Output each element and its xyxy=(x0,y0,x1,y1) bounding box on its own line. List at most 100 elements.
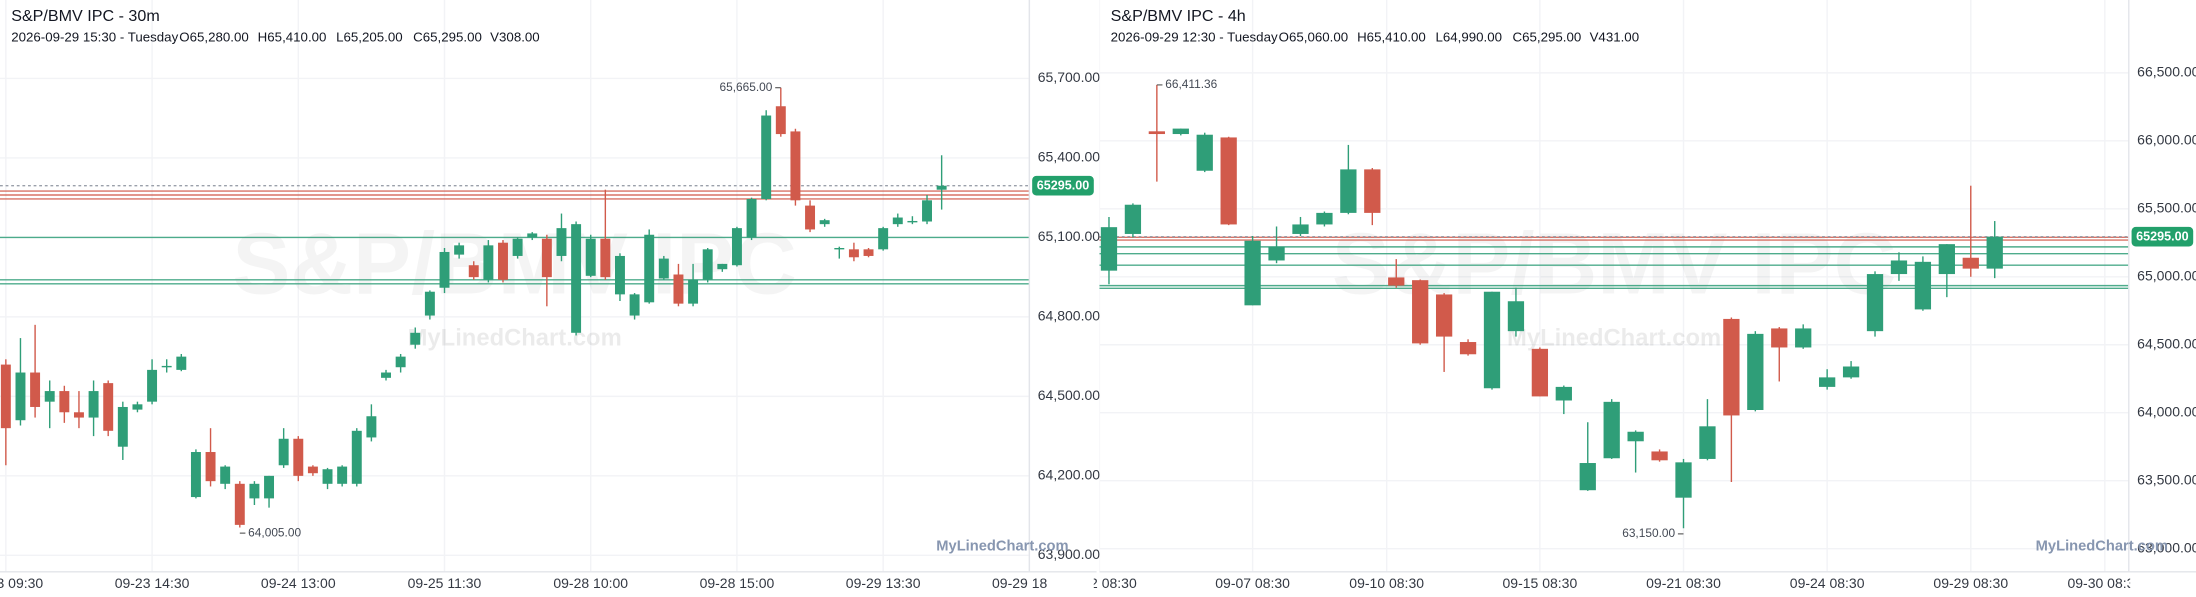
candle-body xyxy=(1890,260,1908,275)
candle-body xyxy=(1507,301,1525,332)
candle-body xyxy=(775,106,786,135)
candle-body xyxy=(761,115,772,199)
ohlc-info: O65,280.00 xyxy=(179,29,248,44)
candle-body xyxy=(1124,204,1142,234)
candle-body xyxy=(1316,212,1333,225)
ohlc-info: H65,410.00 xyxy=(258,29,327,44)
candle-body xyxy=(834,247,845,250)
ohlc-info: C65,295.00 xyxy=(413,29,482,44)
candle-body xyxy=(1675,462,1692,498)
candle-body xyxy=(1483,291,1501,389)
candle-body xyxy=(848,249,859,258)
candle-body xyxy=(44,391,55,402)
candle-body xyxy=(205,452,216,482)
x-axis: 09-23 09:30 09-23 14:30 09-24 13:00 09-25 1… xyxy=(0,575,1048,591)
candle-body xyxy=(1172,128,1189,135)
candle-body xyxy=(30,372,41,407)
candle-body xyxy=(644,234,655,303)
candle-body xyxy=(746,198,757,238)
candle-body xyxy=(1555,386,1572,401)
chart-title: S&P/BMV IPC - 4h xyxy=(1111,7,1246,25)
x-tick-label: 09-29 13:30 xyxy=(846,575,921,591)
ohlc-info: C65,295.00 xyxy=(1513,29,1582,44)
x-tick-label: 09-28 10:00 xyxy=(553,575,628,591)
y-tick-label: 63,900.00 xyxy=(1038,546,1100,562)
candle-body xyxy=(1268,246,1285,261)
candle-body xyxy=(936,185,947,190)
candle-body xyxy=(483,245,494,280)
candle-body xyxy=(424,291,435,316)
x-tick-label: 09-25 11:30 xyxy=(408,575,482,591)
candle-body xyxy=(1771,328,1788,348)
watermark-site: MyLinedChart.com xyxy=(2036,538,2168,554)
last-price-badge xyxy=(1032,175,1094,196)
candle-body xyxy=(264,475,275,499)
candle-body xyxy=(307,466,318,474)
candle-body xyxy=(790,131,801,201)
candle-body xyxy=(1220,137,1237,225)
candle-body xyxy=(512,238,523,256)
candle-body xyxy=(1196,134,1213,171)
candle-body xyxy=(541,238,552,278)
candle-body xyxy=(585,238,596,276)
candle-body xyxy=(190,452,201,498)
candle-body xyxy=(1914,261,1932,310)
candle-body xyxy=(819,220,830,225)
candle-body xyxy=(805,205,816,230)
candle-body xyxy=(234,483,245,525)
candle-body xyxy=(381,372,391,378)
x-axis: 09-02 08:30 09-07 08:30 09-10 08:30 09-15 0… xyxy=(1062,575,2142,591)
ohlc-info: L65,205.00 xyxy=(336,29,403,44)
candle-body xyxy=(1962,257,1979,269)
candle-body xyxy=(629,294,640,316)
candle-body xyxy=(717,263,728,270)
candle-body xyxy=(278,438,289,466)
candle-body xyxy=(600,238,611,278)
ohlc-info: V308.00 xyxy=(490,29,540,44)
y-tick-label: 65,500.00 xyxy=(2137,200,2196,216)
candle-body xyxy=(293,438,304,476)
candle-body xyxy=(1699,426,1716,459)
annotation-label: 64,005.00 xyxy=(248,525,301,539)
candle-body xyxy=(1651,451,1668,461)
candle-body xyxy=(688,279,699,304)
x-tick-label: 09-02 08:30 xyxy=(1062,575,1137,591)
candle-body xyxy=(1819,377,1836,387)
candle-body xyxy=(117,406,128,447)
candle-body xyxy=(498,242,508,280)
ohlc-info: O65,060.00 xyxy=(1279,29,1348,44)
watermark-site: MyLinedChart.com xyxy=(1507,324,1721,351)
ohlc-info: V431.00 xyxy=(1590,29,1640,44)
candle-body xyxy=(1842,366,1860,378)
candle-body xyxy=(366,416,377,438)
ohlc-info: H65,410.00 xyxy=(1357,29,1426,44)
candle-body xyxy=(1627,431,1644,442)
candle-body xyxy=(0,364,11,429)
candle-body xyxy=(103,383,114,431)
y-tick-label: 65,000.00 xyxy=(2137,267,2196,283)
candle-body xyxy=(922,200,932,222)
candle-body xyxy=(614,255,625,295)
x-tick-label: 09-23 14:30 xyxy=(115,575,190,591)
annotation-label: 63,150.00 xyxy=(1622,526,1675,540)
x-tick-label: 09-07 08:30 xyxy=(1215,575,1290,591)
candle-body xyxy=(395,356,406,368)
candle-body xyxy=(1866,274,1884,332)
candle-body xyxy=(1938,244,1955,275)
candle-body xyxy=(1531,348,1549,397)
x-tick-label: 09-28 15:00 xyxy=(700,575,775,591)
candle-body xyxy=(556,228,567,256)
annotation-label: 65,665.00 xyxy=(720,80,773,94)
x-tick-label: 09-30 08:30 xyxy=(2067,575,2142,591)
x-tick-label: 09-24 08:30 xyxy=(1790,575,1865,591)
candle-body xyxy=(1148,131,1165,135)
ohlc-info: L64,990.00 xyxy=(1436,29,1503,44)
x-tick-label: 09-15 08:30 xyxy=(1503,575,1578,591)
candle-body xyxy=(571,224,582,333)
candle-body xyxy=(731,228,742,266)
candle-body xyxy=(1244,240,1261,306)
candle-body xyxy=(527,233,538,238)
